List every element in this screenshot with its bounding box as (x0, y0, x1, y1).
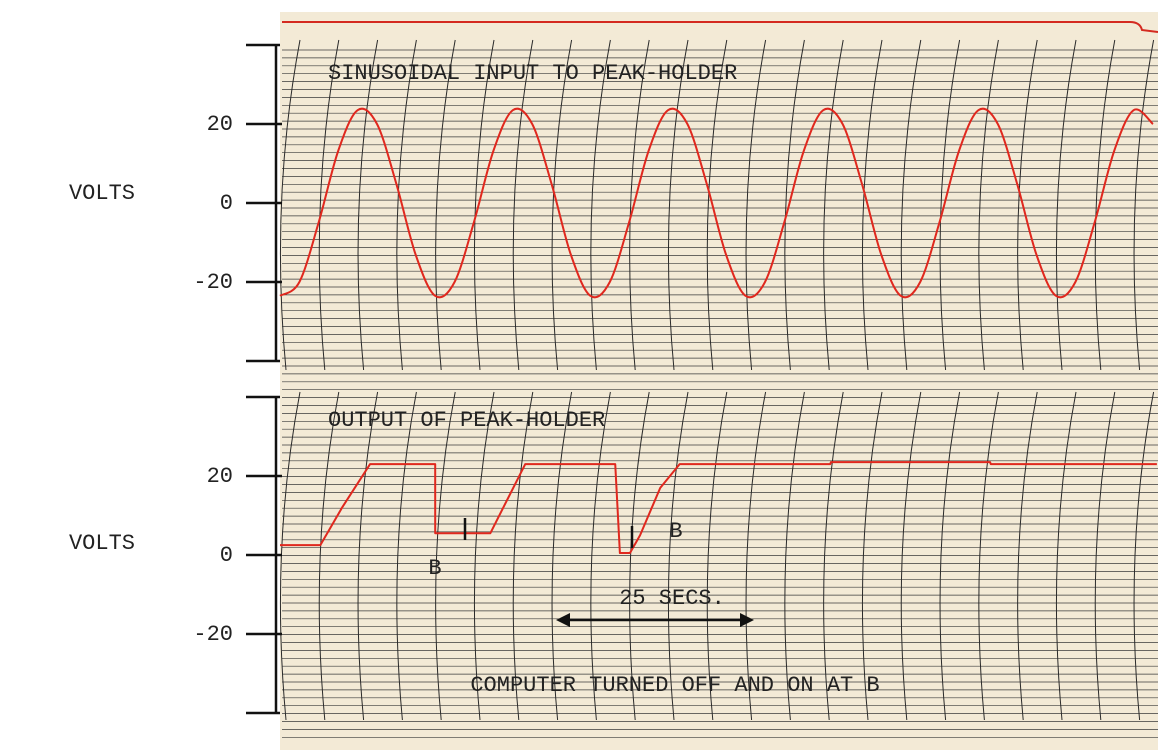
annotation: B (669, 519, 682, 544)
chart-paper (280, 12, 1158, 750)
y-axis-label: VOLTS (69, 181, 135, 206)
chart-title: SINUSOIDAL INPUT TO PEAK-HOLDER (328, 61, 737, 86)
chart-title: OUTPUT OF PEAK-HOLDER (328, 408, 605, 433)
y-tick-label: 20 (207, 464, 233, 489)
annotation: B (428, 556, 441, 581)
chart: -20 0 20 VOLTS SINUSOIDAL INPUT TO PEAK-HOLD… (0, 0, 1158, 755)
y-tick-label: 0 (220, 543, 233, 568)
page: {"chart_data": [ {"type": "line", "title… (0, 0, 1158, 755)
y-tick-label: -20 (193, 270, 233, 295)
y-axis-label: VOLTS (69, 531, 135, 556)
y-tick-label: 20 (207, 112, 233, 137)
annotation: COMPUTER TURNED OFF AND ON AT B (470, 673, 879, 698)
annotation: 25 SECS. (619, 586, 725, 611)
y-tick-label: 0 (220, 191, 233, 216)
y-tick-label: -20 (193, 622, 233, 647)
